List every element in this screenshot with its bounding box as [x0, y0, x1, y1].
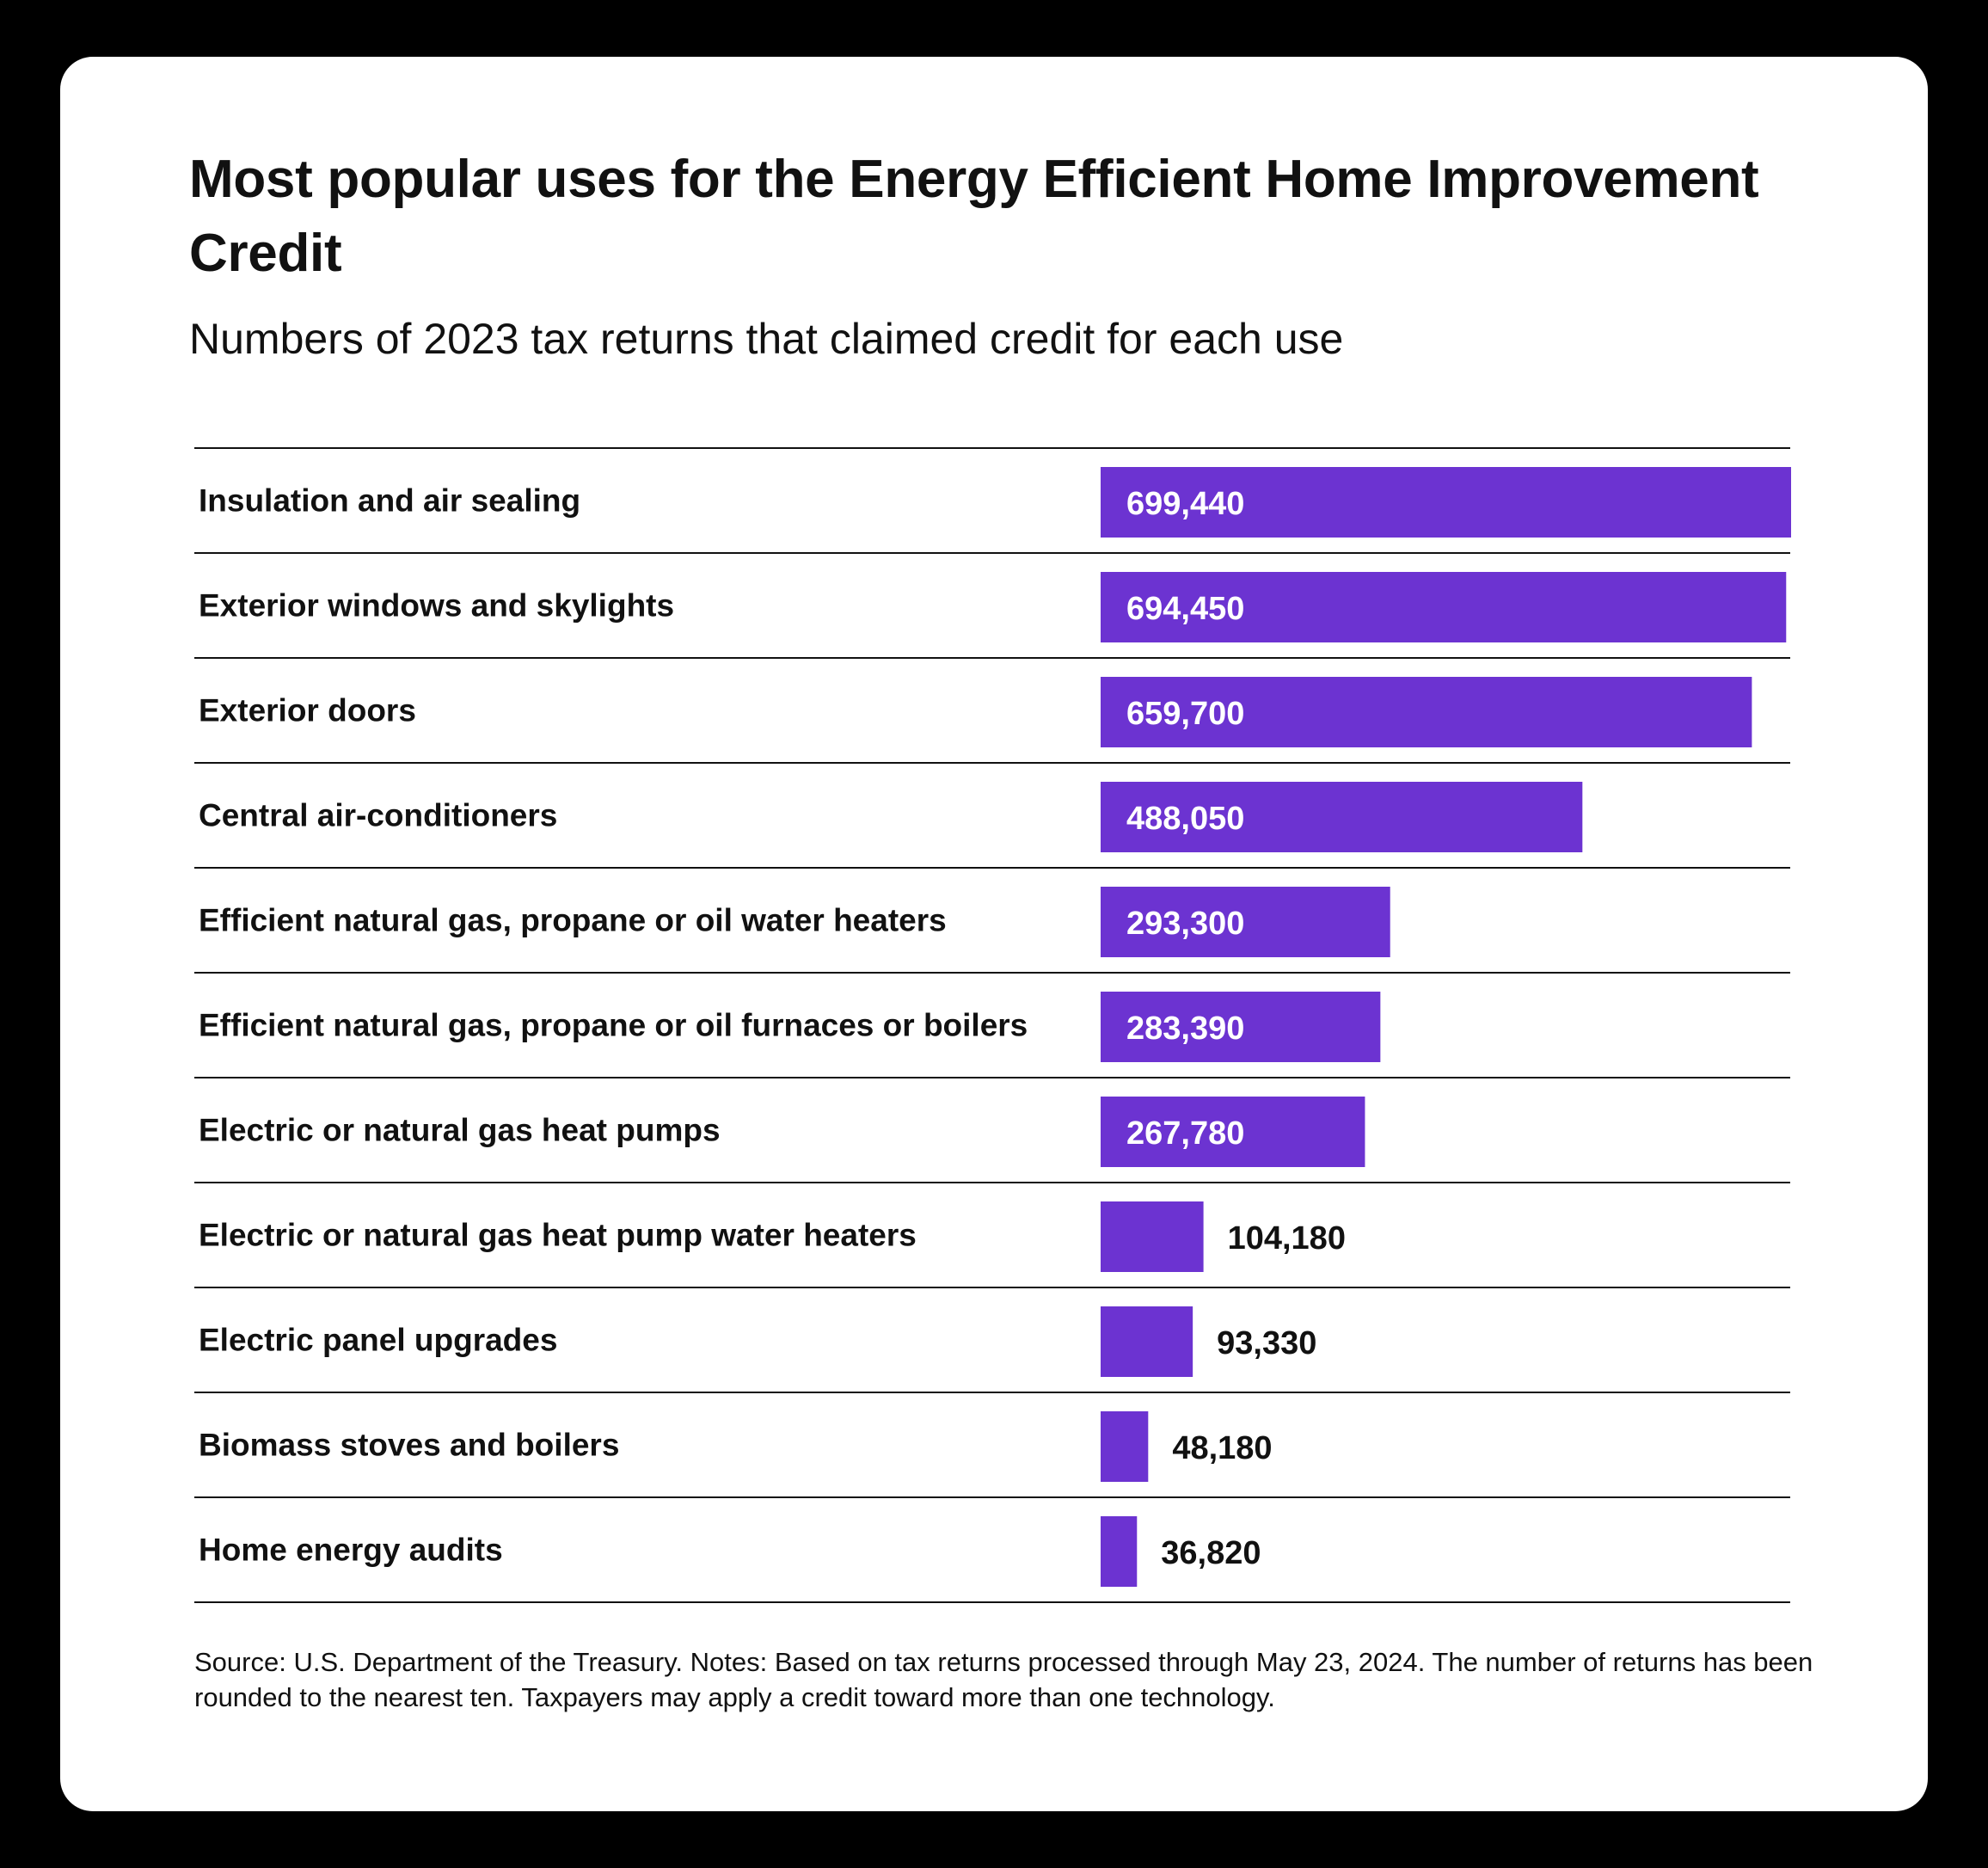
value-label: 93,330	[1217, 1325, 1316, 1361]
value-label: 283,390	[1126, 1011, 1244, 1047]
bar	[1101, 1306, 1193, 1377]
value-label: 694,450	[1126, 591, 1244, 627]
bar	[1101, 572, 1787, 642]
chart-subtitle: Numbers of 2023 tax returns that claimed…	[189, 315, 1344, 363]
category-label: Electric or natural gas heat pumps	[199, 1113, 721, 1148]
source-note: Source: U.S. Department of the Treasury.…	[194, 1647, 1813, 1712]
value-label: 267,780	[1126, 1115, 1244, 1152]
bar	[1101, 677, 1752, 747]
value-label: 48,180	[1172, 1430, 1272, 1466]
bar	[1101, 1097, 1365, 1167]
value-label: 659,700	[1126, 696, 1244, 732]
value-label: 104,180	[1228, 1220, 1346, 1257]
category-label: Efficient natural gas, propane or oil wa…	[199, 903, 947, 938]
category-label: Biomass stoves and boilers	[199, 1428, 619, 1463]
bar	[1101, 887, 1390, 957]
chart-title: Most popular uses for the Energy Efficie…	[189, 150, 1759, 283]
bar	[1101, 1201, 1204, 1272]
value-label: 488,050	[1126, 801, 1244, 837]
value-label: 36,820	[1161, 1535, 1261, 1571]
value-label: 293,300	[1126, 906, 1244, 942]
category-label: Efficient natural gas, propane or oil fu…	[199, 1008, 1028, 1043]
category-label: Electric or natural gas heat pump water …	[199, 1218, 917, 1253]
bar-chart: Insulation and air sealing 699,440 Exterio…	[194, 447, 1791, 1603]
value-label: 699,440	[1126, 486, 1244, 522]
bar	[1101, 992, 1381, 1062]
category-label: Electric panel upgrades	[199, 1323, 557, 1358]
category-label: Insulation and air sealing	[199, 483, 580, 519]
bar	[1101, 782, 1583, 852]
bar	[1101, 1411, 1149, 1482]
category-label: Central air-conditioners	[199, 798, 557, 833]
bar	[1101, 467, 1791, 538]
category-label: Exterior doors	[199, 693, 416, 728]
chart-card: Most popular uses for the Energy Efficie…	[60, 57, 1928, 1811]
category-label: Home energy audits	[199, 1533, 503, 1568]
bar	[1101, 1516, 1138, 1587]
category-label: Exterior windows and skylights	[199, 588, 674, 624]
